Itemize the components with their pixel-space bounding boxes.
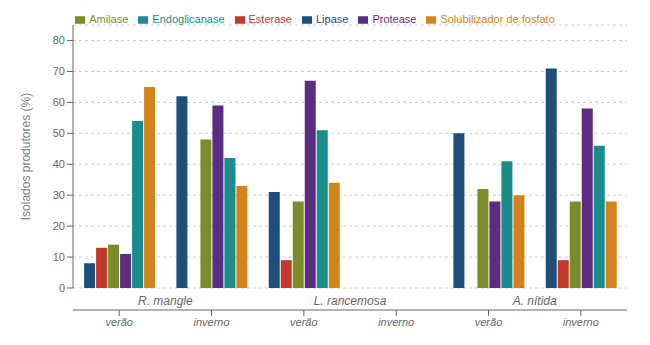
svg-text:40: 40 [53, 158, 65, 170]
svg-text:80: 80 [53, 34, 65, 46]
svg-text:20: 20 [53, 220, 65, 232]
svg-text:verão: verão [475, 316, 503, 328]
svg-text:0: 0 [59, 282, 65, 294]
svg-text:inverno: inverno [378, 316, 414, 328]
svg-text:50: 50 [53, 127, 65, 139]
svg-text:verão: verão [105, 316, 133, 328]
svg-text:A. nítida: A. nítida [512, 294, 557, 308]
html-text:Solubilizador de fosfato: Solubilizador de fosfato [440, 13, 555, 25]
html-text:Protease: Protease [372, 13, 417, 25]
svg-text:verão: verão [290, 316, 318, 328]
svg-text:Isolados produtores (%): Isolados produtores (%) [19, 93, 33, 220]
svg-text:60: 60 [53, 96, 65, 108]
svg-text:30: 30 [53, 189, 65, 201]
html-text:Esterase: Esterase [248, 13, 292, 25]
svg-text:R. mangle: R. mangle [138, 294, 193, 308]
html-text:Endoglicanase: Endoglicanase [152, 13, 225, 25]
svg-text:inverno: inverno [563, 316, 599, 328]
svg-text:70: 70 [53, 65, 65, 77]
html-text:Lipase: Lipase [316, 13, 349, 25]
svg-text:10: 10 [53, 251, 65, 263]
html-text:Amilase: Amilase [89, 13, 129, 25]
svg-text:inverno: inverno [193, 316, 229, 328]
svg-text:L. rancemosa: L. rancemosa [314, 294, 387, 308]
